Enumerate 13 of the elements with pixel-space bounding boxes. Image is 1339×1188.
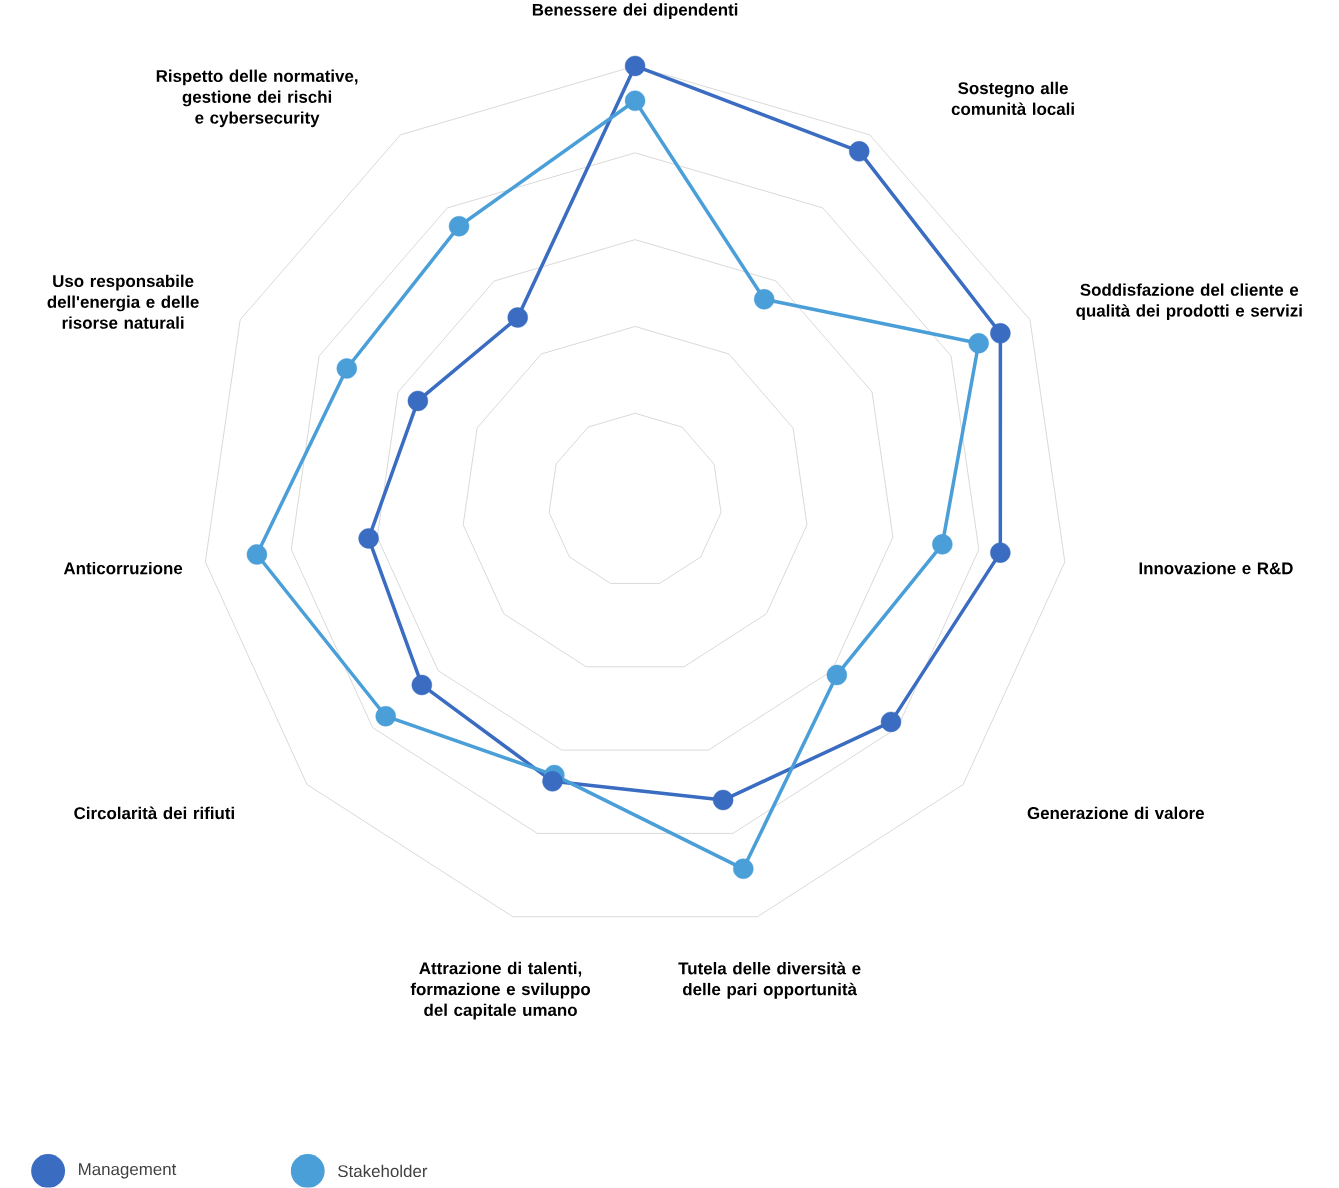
legend-label: Management bbox=[79, 1163, 177, 1179]
spoke-label: Anticorruzione bbox=[63, 561, 183, 575]
spoke-label: Uso responsabile dell'energia e delle risorse naturali bbox=[47, 274, 199, 329]
spoke-label: Circolarità dei rifiuti bbox=[74, 806, 234, 820]
spoke-label: Generazione di valore bbox=[1027, 806, 1204, 820]
spoke-label: Attrazione di talenti, formazione e sviluppo del capitale umano bbox=[410, 961, 591, 1020]
legend-label: Stakeholder bbox=[338, 1164, 428, 1178]
spoke-label: Innovazione e R&D bbox=[1139, 561, 1293, 575]
spoke-label: Rispetto delle normative, gestione dei rischi e cybersecurity bbox=[156, 69, 358, 128]
spoke-label: Benessere dei dipendenti bbox=[532, 3, 738, 20]
spoke-label: Soddisfazione del cliente e qualità dei prodotti e servizi bbox=[1076, 283, 1302, 321]
spoke-label: Tutela delle diversità e delle pari opportunità bbox=[678, 961, 861, 999]
spoke-label: Sostegno alle comunità locali bbox=[951, 81, 1074, 116]
